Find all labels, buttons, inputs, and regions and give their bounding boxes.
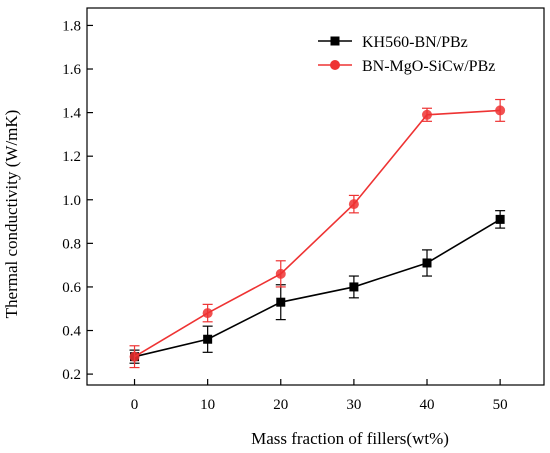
- data-point: [129, 351, 140, 362]
- series-line: [134, 218, 501, 358]
- legend-label: KH560-BN/PBz: [362, 34, 468, 51]
- y-tick-label: 0.4: [62, 324, 81, 340]
- data-point: [275, 268, 286, 279]
- x-tick-label: 0: [131, 397, 139, 413]
- plot-area-frame: [86, 7, 545, 386]
- legend-marker: [330, 60, 340, 70]
- data-point: [276, 297, 286, 307]
- y-tick-label: 0.6: [62, 280, 81, 296]
- y-tick-label: 1.0: [62, 193, 81, 209]
- series-line: [134, 109, 501, 358]
- legend-marker: [330, 36, 340, 46]
- data-point: [422, 109, 433, 120]
- x-axis-label: Mass fraction of fillers(wt%): [251, 429, 449, 448]
- data-point: [495, 214, 505, 224]
- y-tick-label: 0.8: [62, 236, 81, 252]
- x-tick-label: 20: [273, 397, 288, 413]
- y-tick-label: 1.4: [62, 106, 81, 122]
- data-point: [495, 105, 506, 116]
- y-axis-label: Thermal conductivity (W/mK): [2, 110, 21, 319]
- legend-label: BN-MgO-SiCw/PBz: [362, 58, 495, 75]
- series-1: [129, 98, 506, 369]
- y-tick-label: 1.6: [62, 62, 81, 78]
- y-tick-label: 0.2: [62, 367, 81, 383]
- data-point: [348, 199, 359, 210]
- x-tick-label: 40: [420, 397, 435, 413]
- series-0: [129, 210, 506, 364]
- data-point: [349, 282, 359, 292]
- x-tick-label: 30: [346, 397, 361, 413]
- y-tick-label: 1.2: [62, 149, 81, 165]
- data-point: [422, 258, 432, 268]
- y-tick-label: 1.8: [62, 18, 81, 34]
- data-point: [203, 334, 213, 344]
- data-point: [202, 308, 213, 319]
- x-tick-label: 50: [493, 397, 508, 413]
- x-tick-label: 10: [200, 397, 215, 413]
